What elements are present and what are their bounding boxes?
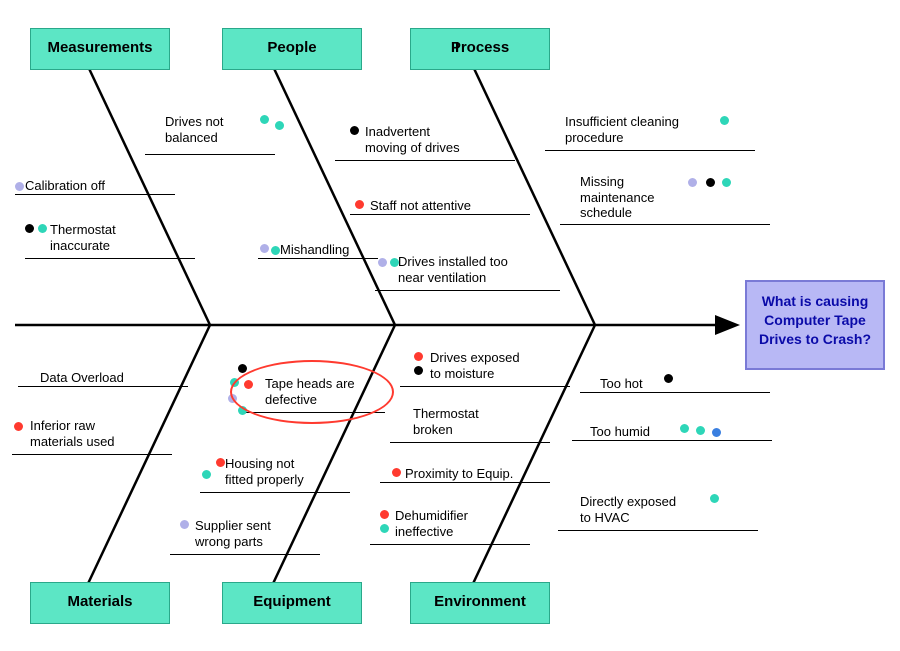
cause-underline <box>560 224 770 225</box>
vote-dot <box>14 422 23 431</box>
cause-label: Missing maintenance schedule <box>580 174 680 221</box>
cause-label: Staff not attentive <box>370 198 495 214</box>
cause-underline <box>258 258 378 259</box>
cause-label: Dehumidifier ineffective <box>395 508 495 539</box>
vote-dot <box>378 258 387 267</box>
cause-label: Too hot <box>600 376 660 392</box>
cause-underline <box>545 150 755 151</box>
vote-dot <box>710 494 719 503</box>
bone-1 <box>270 60 395 325</box>
vote-dot <box>680 424 689 433</box>
vote-dot <box>216 458 225 467</box>
cause-label: Housing not fitted properly <box>225 456 330 487</box>
vote-dot <box>38 224 47 233</box>
cause-label: Drives exposed to moisture <box>430 350 545 381</box>
cause-underline <box>558 530 758 531</box>
vote-dot <box>260 244 269 253</box>
cause-underline <box>370 544 530 545</box>
vote-dot <box>180 520 189 529</box>
vote-dot <box>260 115 269 124</box>
cause-label: Calibration off <box>25 178 125 194</box>
cause-underline <box>580 392 770 393</box>
category-equipment: Equipment <box>222 582 362 624</box>
cause-label: Mishandling <box>280 242 370 258</box>
cause-label: Drives not balanced <box>165 114 245 145</box>
cause-underline <box>200 492 350 493</box>
vote-dot <box>350 126 359 135</box>
vote-dot <box>271 246 280 255</box>
vote-dot <box>25 224 34 233</box>
cause-underline <box>375 290 560 291</box>
vote-dot <box>722 178 731 187</box>
cause-label: Supplier sent wrong parts <box>195 518 295 549</box>
cause-label: Data Overload <box>40 370 150 386</box>
vote-dot <box>664 374 673 383</box>
vote-dot <box>390 258 399 267</box>
vote-dot <box>712 428 721 437</box>
cause-underline <box>25 258 195 259</box>
highlight-ellipse <box>230 360 394 424</box>
cause-label: Thermostat broken <box>413 406 503 437</box>
problem-box: What is causing Computer Tape Drives to … <box>745 280 885 370</box>
vote-dot <box>380 510 389 519</box>
cause-underline <box>400 386 570 387</box>
cause-underline <box>12 454 172 455</box>
vote-dot <box>696 426 705 435</box>
vote-dot <box>688 178 697 187</box>
vote-dot <box>414 352 423 361</box>
cause-label: Proximity to Equip. <box>405 466 535 482</box>
vote-dot <box>380 524 389 533</box>
category-process: Process <box>410 28 550 70</box>
vote-dot <box>238 364 247 373</box>
process-text-cursor: I <box>455 39 459 56</box>
fishbone-diagram: { "layout": { "width": 900, "height": 65… <box>0 0 900 651</box>
vote-dot <box>414 366 423 375</box>
cause-underline <box>145 154 275 155</box>
cause-underline <box>572 440 772 441</box>
bone-3 <box>85 325 210 590</box>
cause-label: Too humid <box>590 424 670 440</box>
vote-dot <box>355 200 364 209</box>
cause-underline <box>170 554 320 555</box>
cause-underline <box>18 386 188 387</box>
cause-underline <box>335 160 515 161</box>
category-people: People <box>222 28 362 70</box>
category-materials: Materials <box>30 582 170 624</box>
cause-label: Drives installed too near ventilation <box>398 254 538 285</box>
vote-dot <box>275 121 284 130</box>
cause-label: Directly exposed to HVAC <box>580 494 700 525</box>
vote-dot <box>202 470 211 479</box>
cause-label: Thermostat inaccurate <box>50 222 140 253</box>
vote-dot <box>706 178 715 187</box>
category-measurements: Measurements <box>30 28 170 70</box>
cause-label: Inferior raw materials used <box>30 418 140 449</box>
cause-label: Inadvertent moving of drives <box>365 124 485 155</box>
cause-label: Insufficient cleaning procedure <box>565 114 705 145</box>
cause-underline <box>390 442 550 443</box>
cause-underline <box>15 194 175 195</box>
category-environment: Environment <box>410 582 550 624</box>
vote-dot <box>392 468 401 477</box>
cause-underline <box>350 214 530 215</box>
cause-underline <box>380 482 550 483</box>
bone-2 <box>470 60 595 325</box>
vote-dot <box>720 116 729 125</box>
vote-dot <box>15 182 24 191</box>
